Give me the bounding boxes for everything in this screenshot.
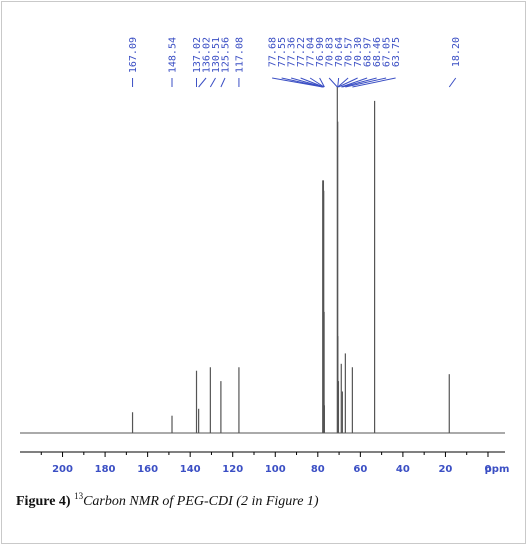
- x-tick-label: 120: [222, 464, 243, 475]
- caption-text: Carbon NMR of PEG-CDI (2 in Figure 1): [83, 494, 319, 509]
- peak-label: 148.54: [168, 37, 179, 73]
- peak-label-leader: [345, 77, 387, 88]
- x-tick-label: 60: [353, 464, 367, 475]
- peak-label-leader: [337, 77, 340, 88]
- peak-label: 167.09: [128, 37, 139, 73]
- peak-label: 70.30: [353, 37, 364, 67]
- x-tick-label: 160: [137, 464, 158, 475]
- peak-label-leader: [309, 77, 325, 88]
- x-tick-label: 80: [311, 464, 325, 475]
- peak-label: 70.64: [334, 37, 345, 67]
- peak-label: 77.04: [306, 37, 317, 67]
- peak-label: 137.02: [192, 37, 203, 73]
- caption-label: Figure 4): [16, 494, 71, 509]
- x-tick-label: 180: [95, 464, 116, 475]
- peak-label: 76.90: [315, 37, 326, 67]
- peak-label-leader: [338, 77, 358, 88]
- peak-label: 68.97: [363, 37, 374, 67]
- caption-superscript: 13: [74, 491, 84, 501]
- x-tick-label: 0: [484, 464, 491, 475]
- peak-label: 68.46: [372, 37, 383, 67]
- peak-label: 18.20: [451, 37, 462, 67]
- x-tick-label: 100: [265, 464, 286, 475]
- x-tick-label: 140: [180, 464, 201, 475]
- peak-label: 130.51: [211, 37, 222, 73]
- peak-label-leader: [342, 77, 377, 88]
- peak-label-leader: [300, 77, 324, 88]
- peak-label-leader: [198, 77, 207, 88]
- peak-label: 77.55: [277, 37, 288, 67]
- peak-label: 70.83: [325, 37, 336, 67]
- peak-label: 136.02: [202, 37, 213, 73]
- peak-label-leader: [220, 77, 226, 88]
- peak-label: 67.05: [382, 37, 393, 67]
- peak-label-leader: [448, 77, 457, 88]
- x-tick-label: 20: [438, 464, 452, 475]
- peak-label: 117.08: [234, 37, 245, 73]
- x-tick-label: 40: [396, 464, 410, 475]
- figure-caption: Figure 4) 13Carbon NMR of PEG-CDI (2 in …: [16, 491, 319, 510]
- peak-label-leader: [290, 77, 324, 88]
- peak-label: 77.22: [296, 37, 307, 67]
- peak-label-leader: [319, 77, 325, 88]
- peak-label-leader: [337, 77, 349, 88]
- peak-label: 125.56: [221, 37, 232, 73]
- spectrum-layer: [20, 87, 505, 434]
- peak-label: 77.68: [268, 37, 279, 67]
- peak-label: 70.57: [344, 37, 355, 67]
- peak-label: 77.36: [287, 37, 298, 67]
- peak-label-leader: [281, 77, 324, 88]
- x-axis-unit-label: ppm: [485, 464, 510, 475]
- peak-label-leader: [209, 77, 216, 88]
- peak-label-leader: [341, 77, 368, 88]
- peak-label-leader: [352, 77, 396, 88]
- peak-label-leader: [328, 77, 338, 88]
- peak-label: 63.75: [391, 37, 402, 67]
- x-tick-label: 200: [52, 464, 73, 475]
